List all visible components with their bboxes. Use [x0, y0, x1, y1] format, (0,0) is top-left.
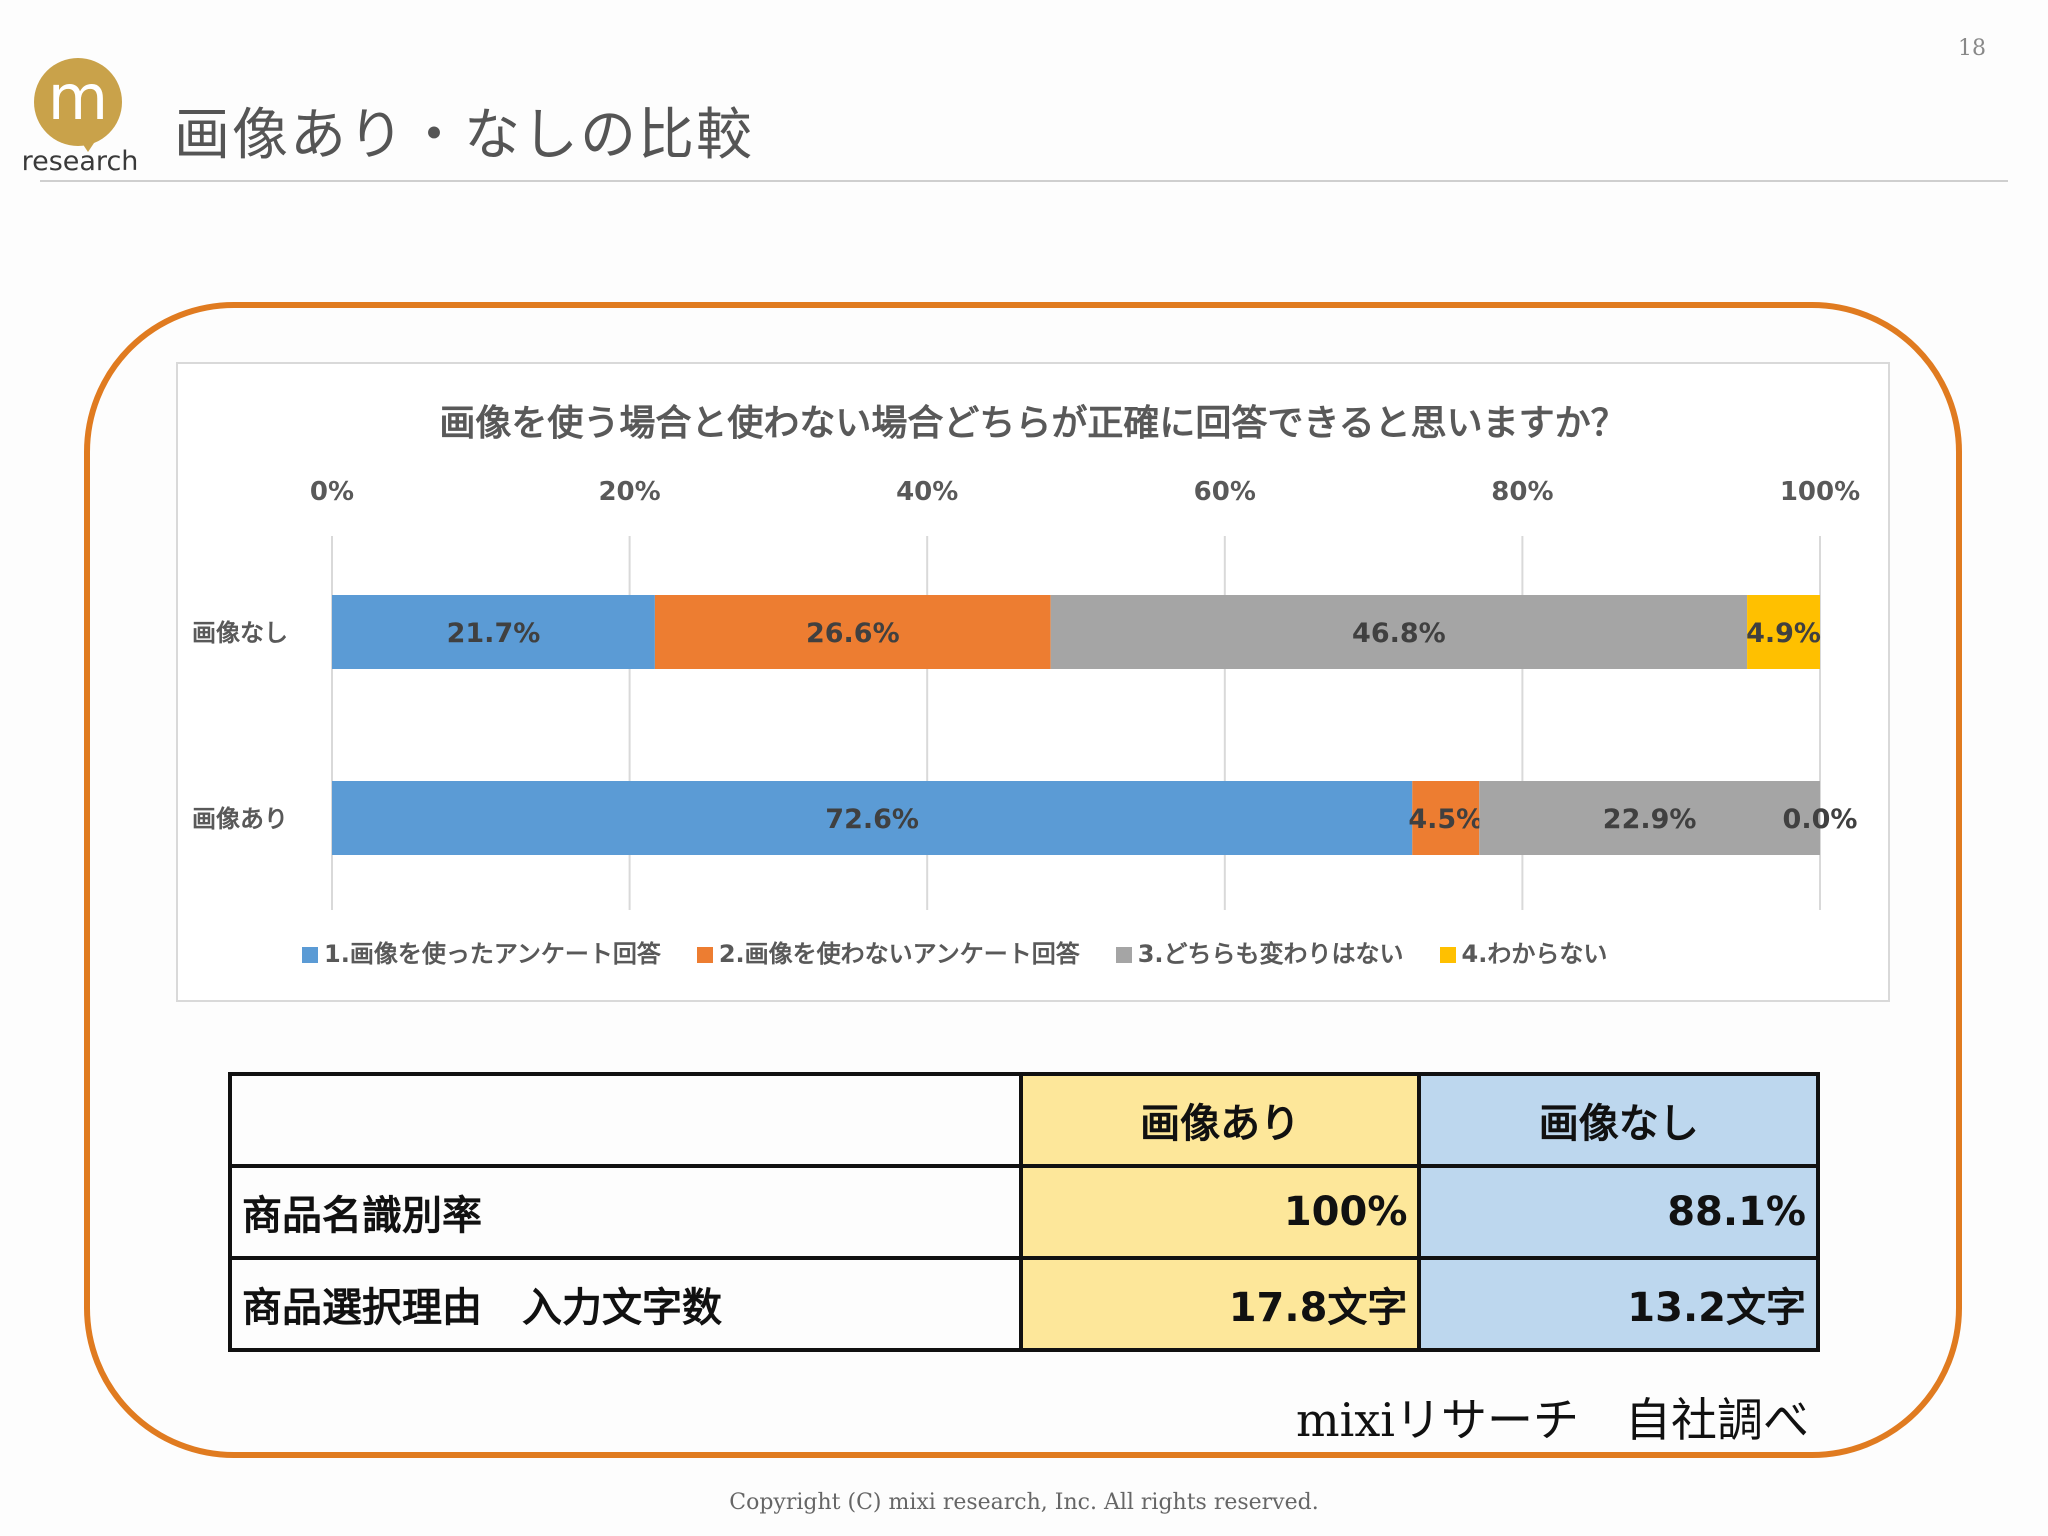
comparison-table: 画像あり 画像なし 商品名識別率 100% 88.1% 商品選択理由 入力文字数…: [228, 1072, 1820, 1352]
legend-swatch: [1439, 947, 1456, 963]
chart-legend: 1.画像を使ったアンケート回答 2.画像を使わないアンケート回答 3.どちらも変わり…: [302, 934, 1643, 969]
bar-segment: [1412, 781, 1480, 855]
bar-segment: [1747, 595, 1820, 669]
x-tick-label: 100%: [1780, 477, 1860, 507]
slide-title: 画像あり・なしの比較: [174, 103, 754, 168]
x-tick-label: 80%: [1491, 477, 1553, 507]
chart-panel: 画像を使う場合と使わない場合どちらが正確に回答できると思いますか？ 0% 20% 4…: [176, 362, 1890, 1002]
legend-swatch: [1115, 947, 1132, 963]
data-label: 4.5%: [1408, 804, 1483, 835]
x-tick-label: 60%: [1194, 477, 1256, 507]
bar-segment: [1479, 781, 1820, 855]
data-label: 21.7%: [447, 618, 541, 649]
table-row-label: 商品名識別率: [228, 1164, 1023, 1260]
logo-text: research: [21, 146, 139, 177]
legend-label: 1.画像を使ったアンケート回答: [324, 940, 661, 968]
legend-item: 2.画像を使わないアンケート回答: [696, 934, 1080, 969]
data-label: 26.6%: [806, 618, 900, 649]
data-label: 0.0%: [1783, 804, 1858, 835]
table-row-label: 商品選択理由 入力文字数: [228, 1256, 1023, 1352]
copyright-notice: Copyright (C) mixi research, Inc. All ri…: [729, 1490, 1319, 1515]
logo-speech-tail: [76, 134, 100, 152]
table-header-without-image: 画像なし: [1417, 1072, 1820, 1168]
x-tick-label: 20%: [598, 477, 660, 507]
legend-item: 1.画像を使ったアンケート回答: [302, 934, 661, 969]
bar-segment: [332, 781, 1413, 855]
bar-segment: [654, 595, 1051, 669]
data-label: 22.9%: [1603, 804, 1697, 835]
legend-label: 4.わからない: [1461, 940, 1608, 968]
table-row: 商品名識別率 100% 88.1%: [228, 1164, 1820, 1260]
source-note: mixiリサーチ 自社調べ: [1296, 1393, 1809, 1447]
page-number: 18: [1958, 36, 1986, 61]
table-cell-with-image: 17.8文字: [1018, 1256, 1422, 1352]
table-cell-without-image: 13.2文字: [1417, 1256, 1820, 1352]
legend-swatch: [302, 947, 318, 963]
table-header-with-image: 画像あり: [1018, 1072, 1422, 1168]
data-label: 4.9%: [1746, 618, 1821, 649]
data-label: 46.8%: [1352, 618, 1446, 649]
legend-item: 4.わからない: [1439, 934, 1608, 969]
legend-item: 3.どちらも変わりはない: [1115, 934, 1404, 969]
data-label: 72.6%: [825, 804, 919, 835]
header-divider: [40, 180, 2008, 182]
table-cell-without-image: 88.1%: [1417, 1164, 1820, 1260]
chart-title: 画像を使う場合と使わない場合どちらが正確に回答できると思いますか？: [439, 403, 1627, 444]
table-row: 商品選択理由 入力文字数 17.8文字 13.2文字: [228, 1256, 1820, 1352]
y-category-label: 画像なし: [192, 619, 288, 647]
highlight-frame: [84, 302, 1962, 1458]
legend-label: 2.画像を使わないアンケート回答: [718, 940, 1080, 968]
x-tick-label: 0%: [310, 477, 354, 507]
x-tick-label: 40%: [896, 477, 958, 507]
logo-mark: m: [34, 58, 122, 146]
table-header-row: 画像あり 画像なし: [228, 1072, 1820, 1168]
bar-segment: [1050, 595, 1748, 669]
y-category-label: 画像あり: [192, 805, 288, 833]
table-header-blank: [228, 1072, 1023, 1168]
legend-label: 3.どちらも変わりはない: [1137, 940, 1404, 968]
mixi-research-logo: m research: [20, 58, 140, 178]
legend-swatch: [696, 947, 713, 963]
table-cell-with-image: 100%: [1018, 1164, 1422, 1260]
bar-segment: [332, 595, 655, 669]
